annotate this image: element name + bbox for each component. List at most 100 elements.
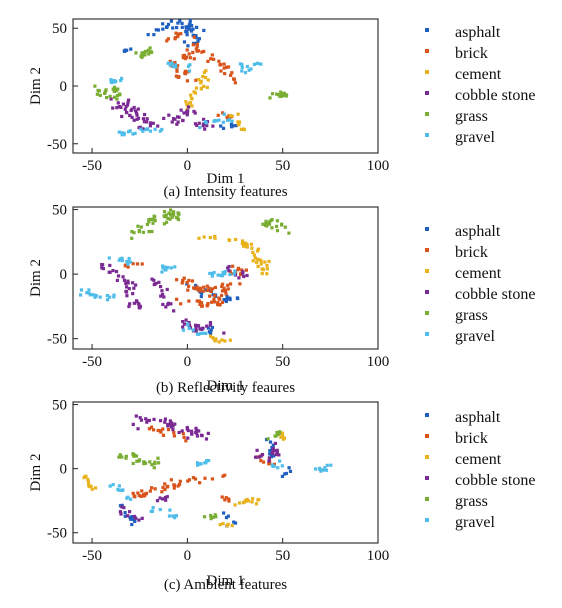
- scatter-point: [186, 288, 190, 292]
- scatter-point: [128, 515, 132, 520]
- x-tick-label: 0: [184, 548, 192, 564]
- scatter-point: [176, 21, 180, 25]
- scatter-point: [173, 265, 177, 269]
- scatter-point: [182, 322, 187, 326]
- scatter-point: [191, 50, 195, 55]
- scatter-point: [134, 283, 138, 287]
- scatter-point: [226, 522, 230, 526]
- scatter-point: [230, 524, 234, 528]
- scatter-point: [131, 452, 135, 456]
- scatter-point: [287, 231, 291, 235]
- scatter-point: [103, 91, 107, 95]
- scatter-point: [175, 25, 179, 30]
- scatter-point: [210, 325, 214, 330]
- scatter-point: [172, 434, 176, 438]
- x-tick-label: 100: [367, 354, 390, 370]
- scatter-point: [156, 28, 161, 32]
- scatter-point: [197, 429, 201, 433]
- scatter-point: [265, 272, 269, 276]
- scatter-point: [200, 434, 204, 438]
- scatter-point: [142, 120, 147, 124]
- scatter-point: [156, 456, 160, 460]
- x-axis-label: Dim 1: [207, 171, 245, 187]
- scatter-point: [187, 69, 192, 73]
- scatter-point: [140, 55, 144, 59]
- scatter-point: [148, 217, 153, 221]
- scatter-point: [228, 272, 232, 277]
- scatter-point: [185, 79, 190, 83]
- scatter-point: [208, 271, 212, 276]
- scatter-point: [213, 234, 217, 238]
- scatter-point: [173, 422, 177, 426]
- scatter-point: [170, 120, 174, 124]
- scatter-point: [141, 117, 146, 121]
- scatter-point: [226, 514, 230, 518]
- scatter-point: [152, 283, 156, 287]
- scatter-point: [257, 455, 261, 459]
- scatter-point: [147, 218, 151, 222]
- scatter-point: [134, 516, 138, 520]
- legend-label: brick: [455, 430, 488, 447]
- scatter-point: [270, 217, 274, 222]
- scatter-point: [244, 241, 248, 246]
- scatter-point: [123, 48, 127, 52]
- scatter-point: [228, 114, 232, 118]
- scatter-point: [120, 455, 124, 459]
- scatter-point: [194, 426, 198, 430]
- scatter-point: [120, 505, 124, 509]
- scatter-point: [190, 279, 195, 283]
- scatter-point: [150, 218, 154, 222]
- scatter-point: [210, 300, 214, 304]
- legend-label: grass: [455, 493, 488, 510]
- scatter-point: [213, 339, 217, 343]
- scatter-point: [190, 429, 194, 433]
- scatter-point: [241, 127, 246, 131]
- scatter-point: [125, 496, 129, 500]
- scatter-point: [208, 57, 213, 61]
- scatter-point: [184, 25, 188, 29]
- scatter-point: [217, 303, 221, 307]
- scatter-point: [192, 286, 196, 290]
- scatter-point: [226, 266, 230, 270]
- scatter-point: [105, 96, 109, 100]
- scatter-point: [240, 268, 244, 272]
- scatter-point: [148, 124, 153, 128]
- scatter-point: [169, 212, 173, 216]
- scatter-point: [213, 236, 217, 240]
- scatter-point: [133, 519, 137, 523]
- scatter-point: [179, 32, 183, 36]
- scatter-point: [140, 489, 144, 493]
- scatter-point: [136, 427, 140, 431]
- scatter-point: [148, 460, 152, 464]
- scatter-point: [203, 127, 207, 131]
- scatter-point: [202, 285, 206, 289]
- scatter-point: [271, 446, 275, 451]
- scatter-point: [111, 268, 115, 273]
- scatter-point: [223, 269, 227, 274]
- scatter-point: [238, 62, 243, 66]
- scatter-point: [138, 416, 142, 420]
- scatter-point: [324, 468, 329, 472]
- scatter-point: [227, 497, 231, 501]
- scatter-point: [132, 286, 136, 290]
- scatter-point: [177, 75, 181, 79]
- scatter-point: [129, 517, 133, 521]
- scatter-point: [141, 129, 145, 133]
- legend-marker: [425, 91, 429, 95]
- scatter-point: [274, 452, 278, 457]
- scatter-point: [216, 113, 220, 117]
- scatter-point: [197, 121, 201, 125]
- scatter-point: [169, 208, 173, 212]
- chart-panel-3: -50 0 50 100 50 0 -50 Dim 1 Dim 2 (c) Ambient fea…: [28, 398, 535, 593]
- scatter-point: [329, 463, 333, 467]
- scatter-point: [85, 291, 89, 295]
- scatter-point: [131, 461, 135, 466]
- scatter-point: [276, 466, 280, 470]
- scatter-point: [208, 235, 212, 240]
- scatter-point: [256, 264, 260, 269]
- scatter-point: [219, 293, 224, 298]
- scatter-point: [205, 288, 209, 293]
- scatter-point: [270, 463, 275, 467]
- scatter-point: [171, 424, 175, 428]
- scatter-point: [270, 226, 274, 230]
